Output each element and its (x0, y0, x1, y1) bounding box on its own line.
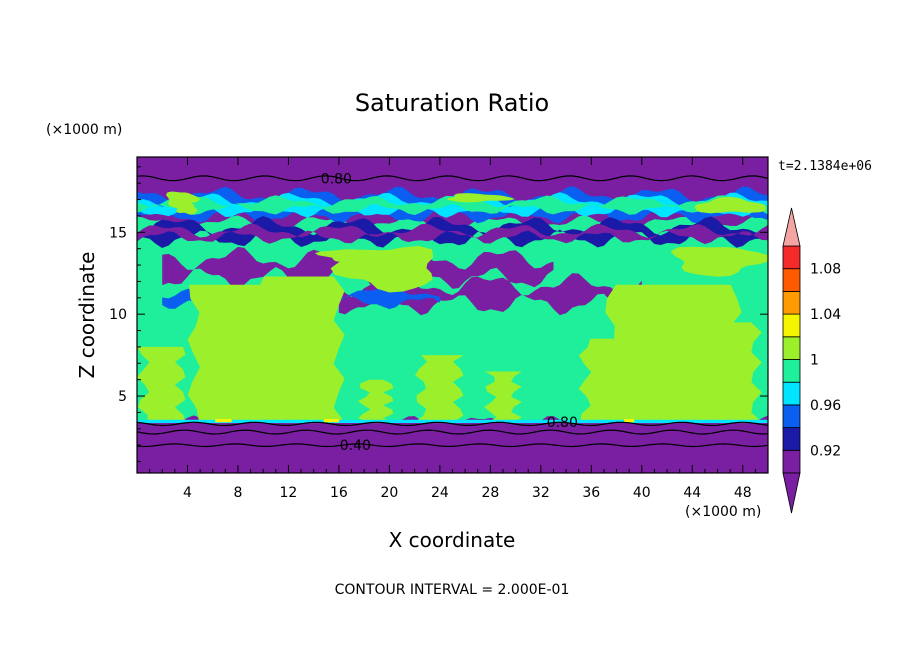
y-tick-label: 5 (118, 389, 127, 405)
moist-plume (698, 322, 762, 423)
field-region-dry-band-low (338, 272, 642, 316)
x-tick-label: 8 (233, 485, 242, 501)
x-tick-label: 36 (582, 485, 600, 501)
colorbar-tick-label: 1.04 (810, 307, 841, 323)
moist-blob-upper (176, 203, 198, 215)
colorbar-under-arrow (782, 472, 801, 514)
x-tick-label: 20 (380, 485, 398, 501)
colorbar-tick-label: 0.96 (810, 398, 841, 414)
colorbar-swatch (782, 245, 801, 270)
contour-line (137, 421, 768, 427)
colorbar-tick-label: 1.08 (810, 262, 841, 278)
moist-plume (578, 338, 629, 423)
moist-plume (137, 346, 186, 423)
colorbar-swatch (782, 359, 801, 383)
x-tick-label: 12 (280, 485, 298, 501)
colorbar-swatch (782, 313, 801, 338)
x-axis-ticks: 4 8 12 16 20 24 28 32 36 40 44 48 (149, 157, 756, 501)
x-axis-label: X coordinate (389, 528, 516, 552)
colorbar-tick-label: 1 (810, 353, 819, 369)
colorbar-swatch (782, 404, 801, 428)
field-region-anvil-cyan (137, 192, 768, 218)
moist-plume (603, 284, 742, 423)
colorbar-swatch (782, 290, 801, 315)
x-tick-label: 4 (183, 485, 192, 501)
contour-label: 0.80 (321, 171, 352, 187)
moist-blob-upper (694, 196, 766, 214)
moist-blob-upper (446, 193, 515, 203)
y-axis-label: Z coordinate (75, 252, 99, 379)
base-yellow-patch (323, 418, 339, 423)
x-tick-label: 28 (481, 485, 499, 501)
moist-plume (414, 355, 464, 423)
moist-blob-mid (314, 249, 386, 263)
contour-lines (137, 175, 768, 448)
contour-label: 0.40 (340, 438, 371, 454)
x-tick-label: 24 (431, 485, 449, 501)
saturation-field (137, 157, 768, 473)
y-axis-ticks: 5 10 15 (109, 166, 768, 463)
base-cyan-strip (137, 419, 768, 424)
colorbar-swatch (782, 427, 801, 451)
moist-blob-mid (670, 246, 768, 277)
colorbar: 0.92 0.96 1 1.04 1.08 (782, 207, 841, 514)
contour-interval-footer: CONTOUR INTERVAL = 2.000E-01 (335, 582, 570, 598)
contour-line (137, 175, 768, 182)
colorbar-swatch (782, 336, 801, 360)
contour-label: 0.80 (547, 415, 578, 431)
colorbar-over-arrow (782, 207, 801, 247)
colorbar-swatch (782, 449, 801, 474)
x-tick-label: 40 (633, 485, 651, 501)
x-tick-label: 48 (734, 485, 752, 501)
base-yellow-patch (215, 418, 232, 423)
moist-plume (484, 371, 522, 423)
x-tick-label: 44 (683, 485, 701, 501)
colorbar-swatch (782, 268, 801, 292)
base-yellow-patch (624, 418, 635, 423)
moist-plume (358, 379, 394, 423)
contour-labels: 0.80 0.80 0.40 (321, 171, 578, 454)
field-region-dry-band-top-core (137, 223, 768, 245)
x-unit-label: (×1000 m) (685, 504, 761, 520)
contour-line (137, 429, 768, 435)
time-label: t=2.1384e+06 (778, 159, 872, 174)
y-tick-label: 10 (109, 307, 127, 323)
x-tick-label: 16 (330, 485, 348, 501)
moist-plume (256, 276, 345, 423)
chart-title: Saturation Ratio (355, 89, 549, 117)
moist-blob-upper (166, 191, 200, 209)
contour-line (137, 443, 768, 448)
colorbar-swatch (782, 381, 801, 406)
y-tick-label: 15 (109, 225, 127, 241)
y-unit-label: (×1000 m) (46, 122, 122, 138)
colorbar-tick-label: 0.92 (810, 443, 841, 459)
x-tick-label: 32 (532, 485, 550, 501)
